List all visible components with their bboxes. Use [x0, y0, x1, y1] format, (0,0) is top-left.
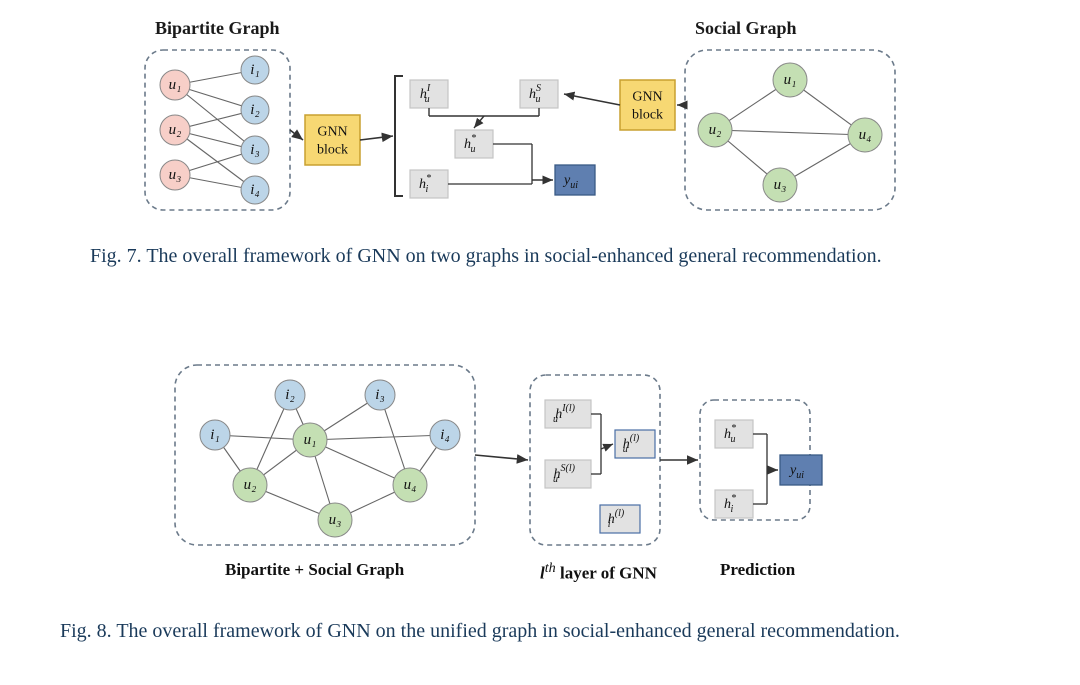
svg-text:u₃: u₃	[774, 177, 787, 193]
svg-text:u₂: u₂	[169, 122, 182, 138]
svg-text:u₂: u₂	[244, 477, 257, 493]
figure-canvas: Bipartite Graph Social Graph Fig. 7. The…	[0, 0, 1080, 685]
svg-text:GNN: GNN	[317, 125, 347, 140]
diagram-svg: u₁ u₂ u₃ i₁ i₂ i₃ i₄ u₁ u₂ u₃ u₄ GNN block GNN block hI…	[0, 0, 1080, 685]
svg-text:i₂: i₂	[250, 102, 259, 118]
svg-text:u₄: u₄	[404, 477, 417, 493]
svg-text:h*u: h*u	[464, 133, 476, 155]
svg-text:u₁: u₁	[304, 432, 317, 448]
svg-text:u₁: u₁	[169, 77, 182, 93]
svg-text:hIu: hIu	[420, 83, 431, 105]
svg-text:hSu: hSu	[529, 83, 541, 105]
svg-text:u₃: u₃	[169, 167, 182, 183]
svg-text:i₃: i₃	[375, 387, 384, 403]
svg-text:block: block	[317, 143, 348, 158]
svg-text:i₄: i₄	[250, 182, 259, 198]
svg-text:i₁: i₁	[210, 427, 219, 443]
svg-text:u₃: u₃	[329, 512, 342, 528]
svg-text:i₂: i₂	[285, 387, 294, 403]
svg-text:GNN: GNN	[632, 90, 662, 105]
svg-text:block: block	[632, 108, 663, 123]
svg-text:i₁: i₁	[250, 62, 259, 78]
svg-text:i₄: i₄	[440, 427, 449, 443]
svg-text:u₁: u₁	[784, 72, 797, 88]
svg-text:u₂: u₂	[709, 122, 722, 138]
svg-text:u₄: u₄	[859, 127, 872, 143]
svg-text:h*u: h*u	[724, 423, 736, 445]
svg-text:i₃: i₃	[250, 142, 259, 158]
